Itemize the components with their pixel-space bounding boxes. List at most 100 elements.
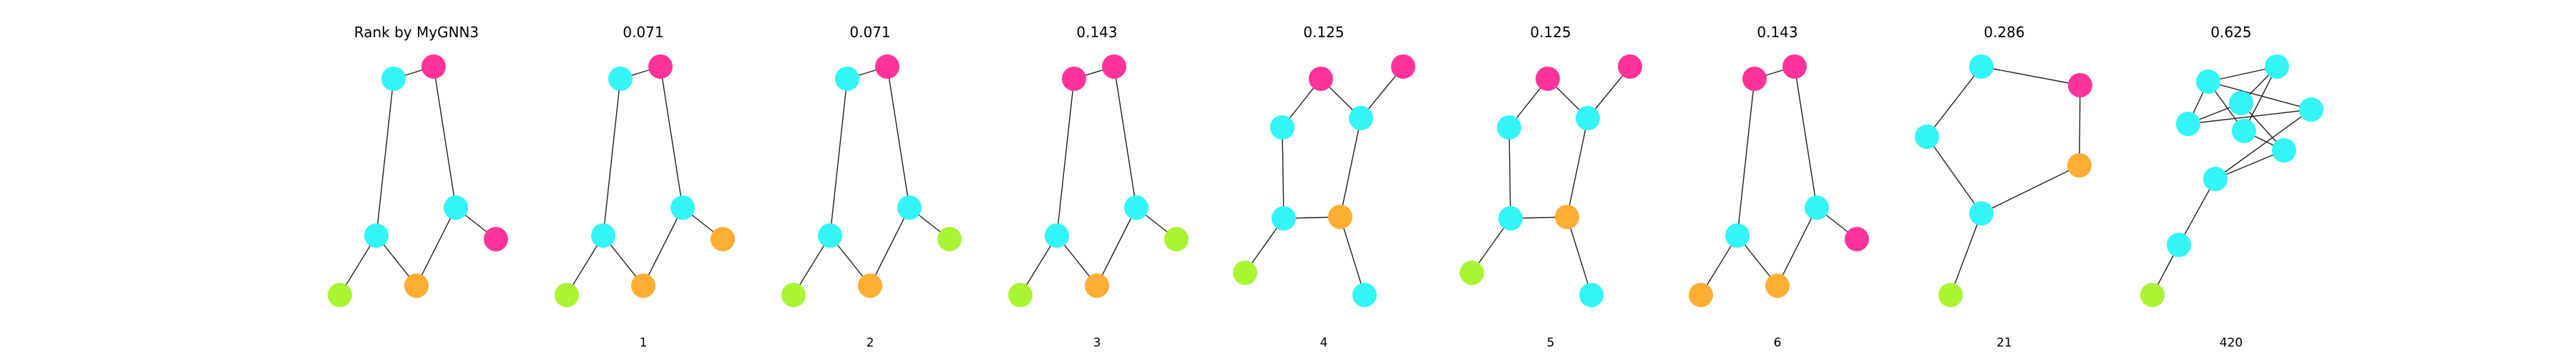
graph-node-cyan: [1497, 115, 1521, 140]
graph-node-lime: [1938, 283, 1963, 307]
graph-node-cyan: [1349, 106, 1373, 130]
graph-node-cyan: [444, 195, 468, 220]
panel-index-label: 4: [1320, 336, 1328, 350]
graph-node-cyan: [2229, 91, 2253, 115]
graph-node-cyan: [1576, 106, 1600, 130]
graph-node-cyan: [1969, 54, 1994, 79]
graph-node-cyan: [1045, 223, 1069, 248]
graph-node-magenta: [1845, 227, 1869, 251]
graph-node-cyan: [1725, 223, 1750, 248]
graph-node-magenta: [1309, 67, 1333, 91]
graph-nodes: [1233, 54, 1415, 307]
graph-edge: [643, 207, 683, 286]
graph-edge: [1340, 216, 1365, 296]
graph-node-orange: [2067, 153, 2092, 178]
graph-edge: [1566, 216, 1592, 296]
graph-node-lime: [1460, 261, 1484, 285]
graph-panel-3: 0.071 2: [781, 24, 962, 350]
panel-title: 0.625: [2210, 24, 2251, 41]
graph-nodes: [2140, 54, 2323, 307]
graph-node-cyan: [1270, 115, 1294, 140]
graph-node-orange: [711, 227, 735, 251]
graph-edge: [1113, 66, 1137, 208]
graph-edges: [1020, 66, 1177, 296]
graph-node-cyan: [381, 67, 406, 91]
graph-node-magenta: [484, 227, 508, 251]
panel-title: Rank by MyGNN3: [354, 24, 479, 41]
graph-node-orange: [631, 274, 655, 298]
graph-node-cyan: [897, 195, 922, 220]
graph-nodes: [1460, 54, 1642, 307]
graph-node-cyan: [2196, 69, 2220, 94]
panel-index-label: 21: [1996, 336, 2012, 350]
graph-edges: [1700, 66, 1858, 296]
graph-edges: [1926, 66, 2081, 296]
panel-index-label: 2: [867, 336, 874, 350]
panel-index-label: 1: [640, 336, 648, 350]
graph-edge: [2215, 150, 2285, 180]
graph-node-cyan: [1579, 283, 1604, 307]
graph-node-lime: [937, 227, 962, 251]
graph-edge: [2178, 178, 2216, 246]
graph-node-magenta: [1782, 54, 1807, 79]
graph-node-cyan: [364, 223, 389, 248]
graph-panel-9: 0.625 420: [2140, 24, 2323, 350]
panel-index-label: 420: [2220, 336, 2243, 350]
graph-node-lime: [781, 283, 806, 307]
graph-node-lime: [1008, 283, 1033, 307]
graph-panel-1: Rank by MyGNN3: [328, 24, 508, 307]
graph-node-cyan: [1124, 195, 1148, 220]
graph-node-orange: [404, 274, 429, 298]
graph-edge: [1926, 136, 1982, 214]
graph-node-orange: [1689, 283, 1713, 307]
graph-node-cyan: [835, 67, 859, 91]
graph-node-cyan: [1272, 206, 1296, 231]
graph-nodes: [781, 54, 962, 307]
graph-node-cyan: [2265, 54, 2289, 79]
graph-node-orange: [1328, 205, 1352, 229]
graph-node-magenta: [1618, 54, 1642, 79]
graph-node-magenta: [2068, 73, 2092, 97]
graph-node-cyan: [1498, 206, 1523, 231]
graph-edge: [1981, 165, 2080, 214]
graph-node-magenta: [421, 54, 446, 79]
graph-edge: [376, 78, 394, 236]
graph-edge: [1282, 127, 1284, 219]
graph-node-orange: [1555, 205, 1579, 229]
graph-node-orange: [1085, 274, 1109, 298]
panel-title: 0.125: [1303, 24, 1344, 41]
graph-node-cyan: [2272, 138, 2296, 163]
graph-edge: [2215, 109, 2312, 180]
graph-node-cyan: [2167, 233, 2191, 257]
graph-node-lime: [2140, 283, 2165, 307]
graph-edges: [1244, 66, 1404, 296]
panel-title: 0.071: [623, 24, 663, 41]
graph-edges: [339, 66, 497, 296]
panel-title: 0.286: [1984, 24, 2024, 41]
graph-panel-4: 0.143 3: [1008, 24, 1189, 350]
graph-edge: [829, 78, 848, 236]
graph-nodes: [1689, 54, 1869, 307]
graph-node-lime: [328, 283, 352, 307]
graph-edges: [1471, 66, 1631, 296]
graph-edge: [2207, 81, 2312, 110]
graph-edge: [1340, 117, 1362, 218]
graph-node-magenta: [1536, 67, 1560, 91]
graph-node-lime: [555, 283, 579, 307]
graph-edge: [1056, 78, 1075, 236]
graph-node-cyan: [591, 223, 615, 248]
graph-node-cyan: [1915, 125, 1939, 149]
graph-node-cyan: [2176, 112, 2200, 136]
graph-node-lime: [1164, 227, 1189, 251]
graph-node-cyan: [2203, 167, 2228, 191]
panel-title: 0.143: [1757, 24, 1797, 41]
graph-edge: [433, 66, 457, 208]
graph-edge: [1566, 117, 1589, 218]
panel-title: 0.071: [849, 24, 890, 41]
graph-edge: [1508, 127, 1511, 219]
graph-node-magenta: [1062, 67, 1086, 91]
graph-node-cyan: [818, 223, 842, 248]
graph-edge: [1737, 78, 1755, 236]
